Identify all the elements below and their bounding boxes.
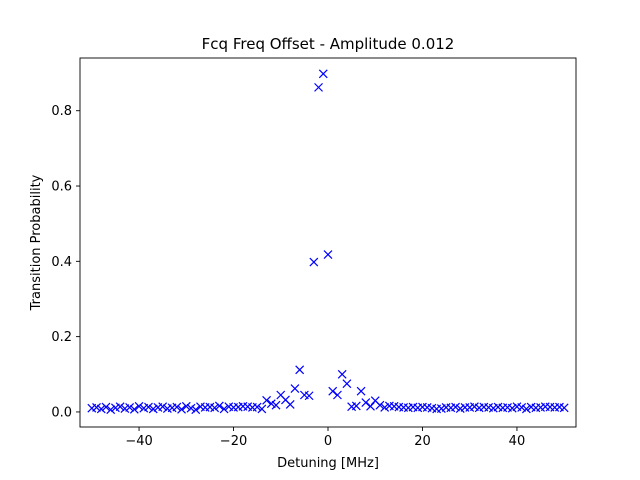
data-point [328,386,338,396]
data-point [309,257,319,267]
plot-area-frame [79,57,577,428]
data-point [186,403,196,413]
data-point [181,401,191,411]
data-markers [87,69,569,415]
data-point [257,404,267,414]
data-point [375,400,385,410]
data-point [134,401,144,411]
data-point [318,69,328,79]
data-point [380,402,390,412]
chart-title: Fcq Freq Offset - Amplitude 0.012 [202,35,455,53]
data-point [507,403,517,413]
data-point [115,402,125,412]
data-point [451,402,460,412]
data-point [214,401,224,411]
data-point [125,402,135,412]
x-tick-label: 40 [509,434,526,449]
data-point [106,405,116,415]
data-point [96,404,106,414]
data-point [517,402,527,412]
data-point [285,399,295,409]
data-point [219,404,229,414]
y-tick-label: 0.6 [51,180,72,195]
data-point [295,365,305,375]
data-point [559,403,569,413]
y-tick-label: 0.2 [51,330,72,345]
data-point [262,395,272,405]
x-axis: −40 −20 0 20 40 [125,427,525,449]
data-point [337,369,347,379]
data-point [314,82,323,92]
y-axis-label: Transition Probability [29,174,44,311]
data-point [342,379,352,389]
data-point [144,402,153,412]
y-tick-label: 0.8 [51,104,72,119]
y-tick-label: 0.4 [51,255,72,270]
data-point [92,402,101,412]
data-point [148,404,158,414]
data-point [266,399,276,409]
x-tick-label: −20 [220,434,247,449]
x-axis-label: Detuning [MHz] [277,456,379,471]
data-point [333,390,342,400]
data-point [210,403,220,413]
y-tick-label: 0.0 [51,405,72,420]
data-point [177,404,186,414]
data-point [129,404,139,414]
x-tick-label: 0 [324,434,332,449]
data-point [191,405,201,415]
data-point [158,402,168,412]
data-point [290,384,300,394]
data-point [101,402,111,412]
data-point [172,402,182,412]
data-point [252,402,262,412]
data-point [323,250,333,259]
data-point [304,391,314,401]
data-point [521,404,531,414]
data-point [366,401,375,411]
x-tick-label: −40 [125,434,152,449]
data-point [351,401,361,411]
data-point [361,398,371,407]
data-point [271,400,281,410]
data-point [356,386,366,396]
x-tick-label: 20 [414,434,431,449]
y-axis: 0.0 0.2 0.4 0.6 0.8 [51,104,80,420]
